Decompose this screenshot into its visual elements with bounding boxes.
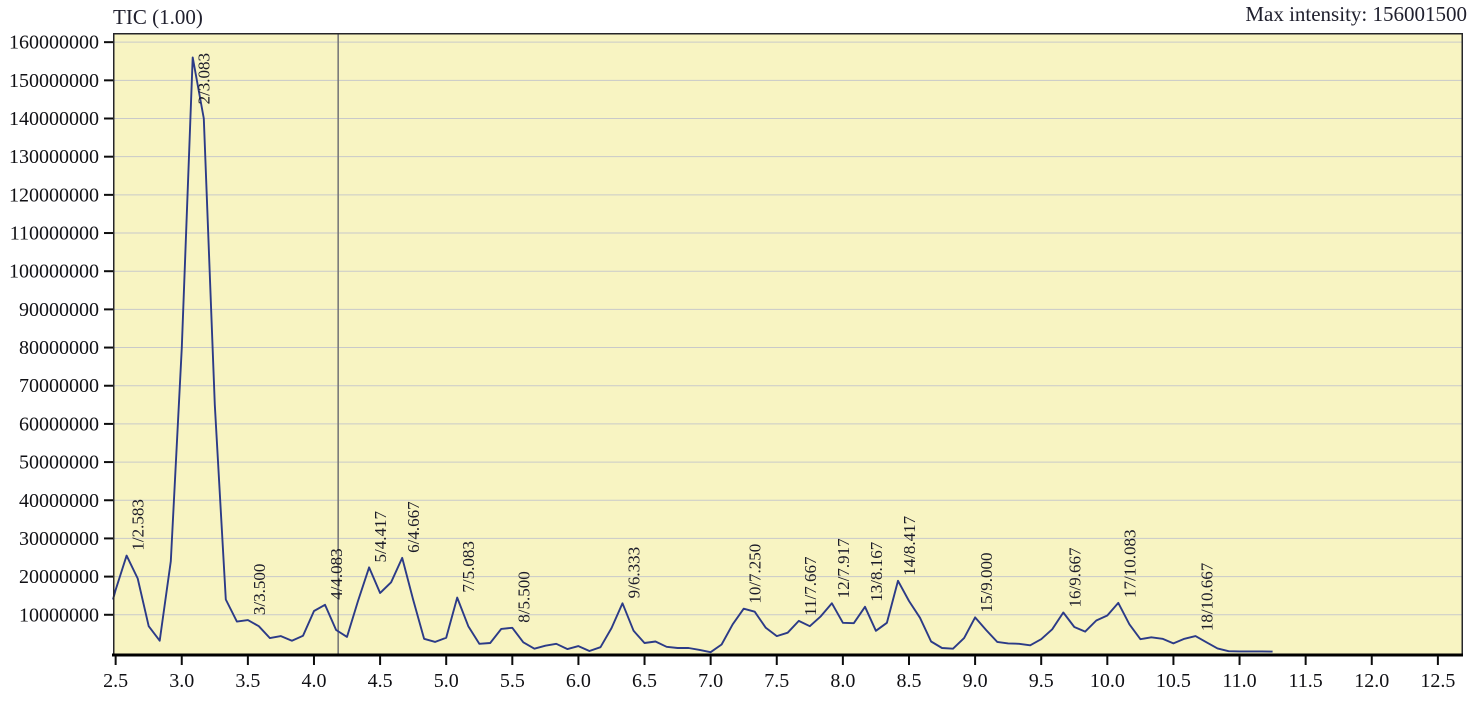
peak-label: 18/10.667	[1198, 562, 1217, 631]
x-tick-label: 3.0	[169, 670, 194, 692]
plot-background	[113, 33, 1463, 656]
x-tick-label: 4.0	[301, 670, 326, 692]
y-tick-label: 160000000	[9, 32, 99, 54]
y-tick-label: 130000000	[9, 146, 99, 168]
y-tick-label: 100000000	[9, 261, 99, 283]
x-tick-label: 6.0	[566, 670, 591, 692]
x-tick-label: 4.5	[368, 670, 393, 692]
y-tick-label: 140000000	[9, 108, 99, 130]
y-tick-label: 120000000	[9, 184, 99, 206]
y-tick-label: 20000000	[19, 566, 99, 588]
x-tick-label: 9.0	[963, 670, 988, 692]
peak-label: 7/5.083	[459, 541, 478, 592]
peak-label: 14/8.417	[900, 515, 919, 575]
x-tick-label: 6.5	[632, 670, 657, 692]
peak-label: 6/4.667	[404, 501, 423, 553]
x-tick-label: 7.0	[698, 670, 723, 692]
peak-label: 11/7.667	[801, 556, 820, 616]
y-tick-label: 10000000	[19, 604, 99, 626]
x-tick-label: 11.5	[1289, 670, 1323, 692]
peak-label: 3/3.500	[250, 564, 269, 615]
peak-label: 12/7.917	[834, 538, 853, 598]
y-tick-label: 110000000	[10, 223, 99, 245]
x-tick-label: 12.5	[1420, 670, 1455, 692]
peak-label: 1/2.583	[129, 499, 148, 550]
x-tick-label: 7.5	[764, 670, 789, 692]
peak-label: 4/4.083	[327, 548, 346, 599]
x-tick-label: 5.0	[434, 670, 459, 692]
y-tick-label: 30000000	[19, 528, 99, 550]
peak-label: 8/5.500	[514, 571, 533, 622]
max-intensity-readout: Max intensity: 156001500	[1245, 2, 1467, 26]
peak-label: 16/9.667	[1065, 547, 1084, 607]
peak-label: 17/10.083	[1120, 529, 1139, 597]
y-tick-label: 50000000	[19, 452, 99, 474]
tic-trace	[112, 56, 1273, 654]
y-tick-label: 40000000	[19, 490, 99, 512]
peak-label: 2/3.083	[195, 53, 214, 104]
x-tick-label: 3.5	[235, 670, 260, 692]
peak-label: 9/6.333	[624, 547, 643, 598]
x-tick-label: 2.5	[103, 670, 128, 692]
x-tick-label: 10.0	[1090, 670, 1125, 692]
y-tick-label: 150000000	[9, 70, 99, 92]
x-tick-label: 9.5	[1029, 670, 1054, 692]
peak-label: 15/9.000	[977, 552, 996, 612]
tic-title: TIC (1.00)	[113, 5, 203, 29]
x-tick-label: 10.5	[1156, 670, 1191, 692]
x-tick-label: 8.5	[896, 670, 921, 692]
x-tick-label: 11.0	[1222, 670, 1256, 692]
peak-label: 13/8.167	[867, 541, 886, 601]
peak-label: 5/4.417	[371, 510, 390, 562]
x-tick-label: 8.0	[830, 670, 855, 692]
x-tick-label: 5.5	[500, 670, 525, 692]
y-tick-label: 90000000	[19, 299, 99, 321]
peak-label: 10/7.250	[746, 544, 765, 604]
x-tick-label: 12.0	[1354, 670, 1389, 692]
y-tick-label: 60000000	[19, 413, 99, 435]
y-tick-label: 80000000	[19, 337, 99, 359]
y-tick-label: 70000000	[19, 375, 99, 397]
